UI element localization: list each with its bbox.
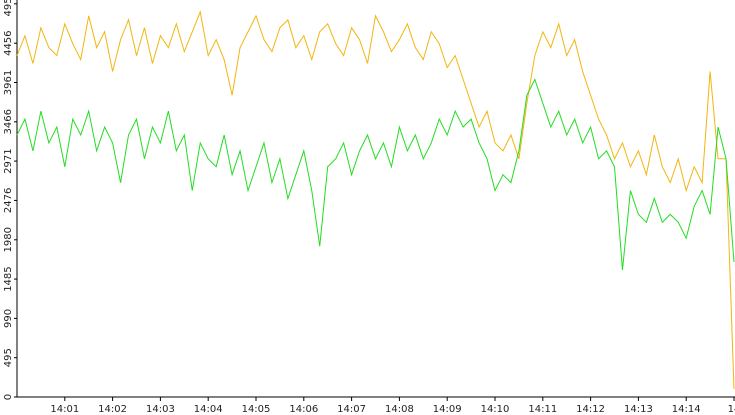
x-tick-label: 14:13	[624, 404, 653, 415]
series-line	[16, 78, 735, 271]
x-tick-label: 14:06	[289, 404, 318, 415]
y-tick-label: 1485	[3, 266, 14, 291]
y-tick-label: 990	[3, 309, 14, 328]
x-tick-label: 14	[728, 404, 735, 415]
x-tick-label: 14:14	[672, 404, 701, 415]
y-tick-label: 2971	[3, 148, 14, 173]
y-tick-label: 3961	[3, 70, 14, 95]
x-tick-label: 14:10	[481, 404, 510, 415]
x-tick-label: 14:12	[576, 404, 605, 415]
x-tick-label: 14:05	[242, 404, 271, 415]
x-tick-label: 14:02	[98, 404, 127, 415]
y-tick-label: 0	[3, 394, 14, 400]
x-tick-label: 14:11	[528, 404, 557, 415]
x-tick-label: 14:01	[50, 404, 79, 415]
y-tick-label: 4952	[3, 0, 14, 17]
x-tick-label: 14:04	[194, 404, 223, 415]
y-tick-label: 495	[3, 348, 14, 367]
series-line	[16, 10, 735, 390]
x-tick-label: 14:08	[385, 404, 414, 415]
x-tick-label: 14:07	[337, 404, 366, 415]
x-tick-label: 14:09	[433, 404, 462, 415]
y-tick-label: 3466	[3, 109, 14, 134]
x-tick-label: 14:03	[146, 404, 175, 415]
y-tick-label: 2476	[3, 188, 14, 213]
y-tick-label: 4456	[3, 30, 14, 55]
y-tick-label: 1980	[3, 227, 14, 252]
